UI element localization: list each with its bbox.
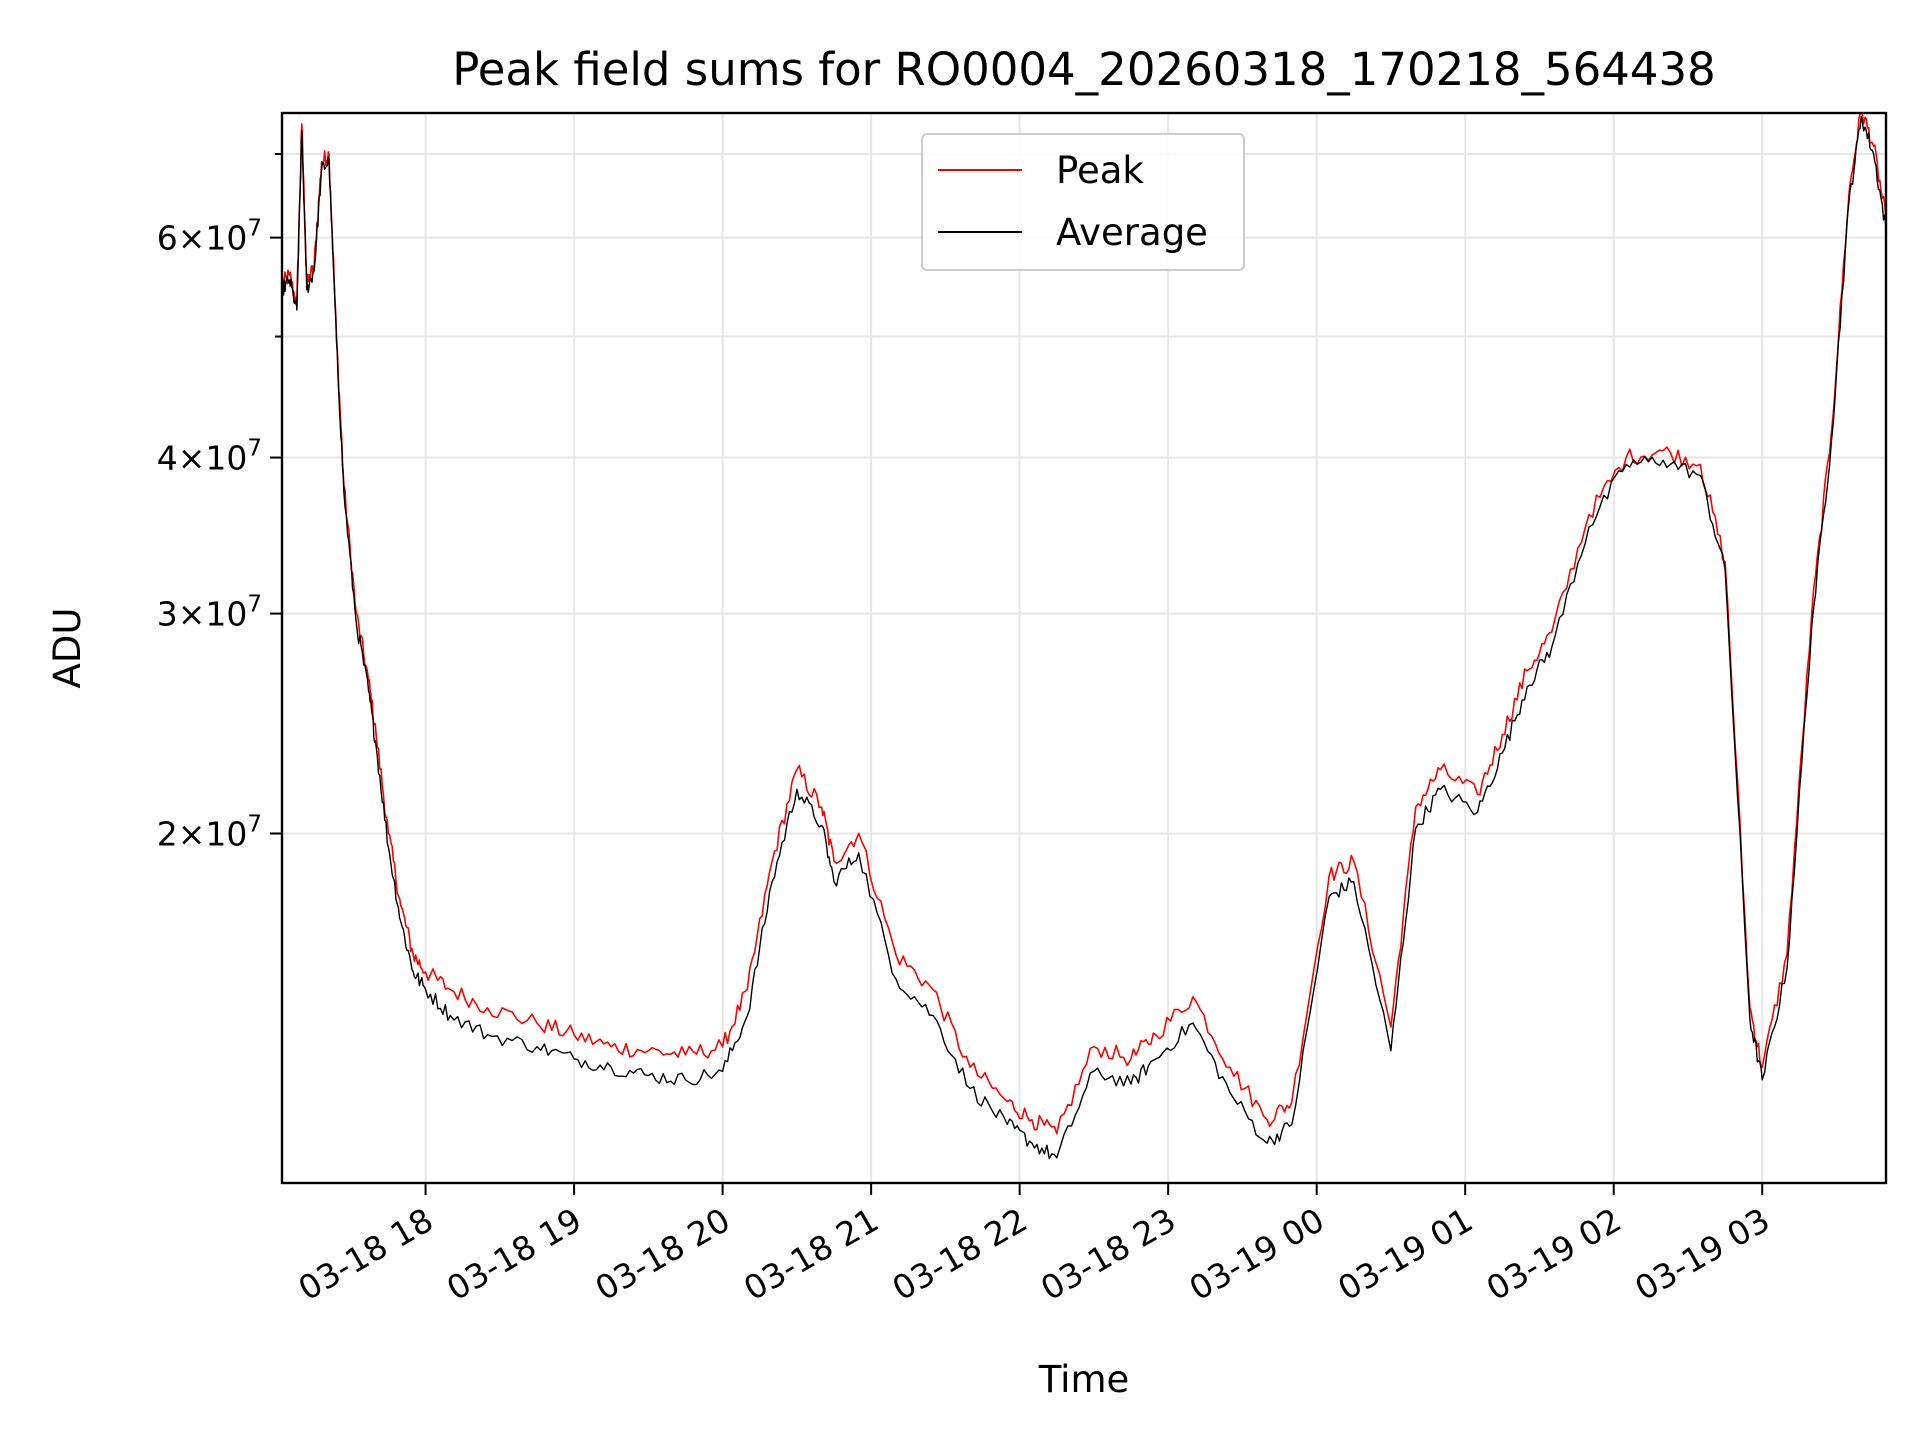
legend: Peak Average [921, 133, 1245, 271]
y-tick-mantissa: 4 [157, 439, 178, 478]
y-tick-label: 3×107 [157, 592, 262, 634]
y-tick-label: 6×107 [157, 216, 262, 258]
y-tick-label: 4×107 [157, 436, 262, 478]
y-tick-times: ×10 [178, 219, 248, 258]
legend-label-average: Average [1056, 211, 1208, 254]
y-tick-exponent: 7 [247, 592, 262, 618]
y-tick-exponent: 7 [247, 216, 262, 242]
y-tick-exponent: 7 [247, 436, 262, 462]
legend-box [921, 133, 1245, 271]
y-tick-label: 2×107 [157, 812, 262, 854]
chart-title: Peak field sums for RO0004_20260318_1702… [452, 43, 1716, 96]
series-line-average [282, 115, 1886, 1160]
y-tick-mantissa: 6 [157, 219, 178, 258]
y-tick-exponent: 7 [247, 812, 262, 838]
y-tick-mantissa: 2 [157, 815, 178, 854]
legend-label-peak: Peak [1056, 149, 1144, 192]
y-tick-times: ×10 [178, 815, 248, 854]
y-tick-mantissa: 3 [157, 595, 178, 634]
y-tick-times: ×10 [178, 595, 248, 634]
y-axis-label: ADU [46, 608, 89, 689]
x-axis-label: Time [1038, 1358, 1130, 1401]
y-tick-times: ×10 [178, 439, 248, 478]
series-lines [282, 113, 1886, 1160]
plot-frame [280, 111, 1888, 1185]
series-line-peak [282, 113, 1886, 1135]
